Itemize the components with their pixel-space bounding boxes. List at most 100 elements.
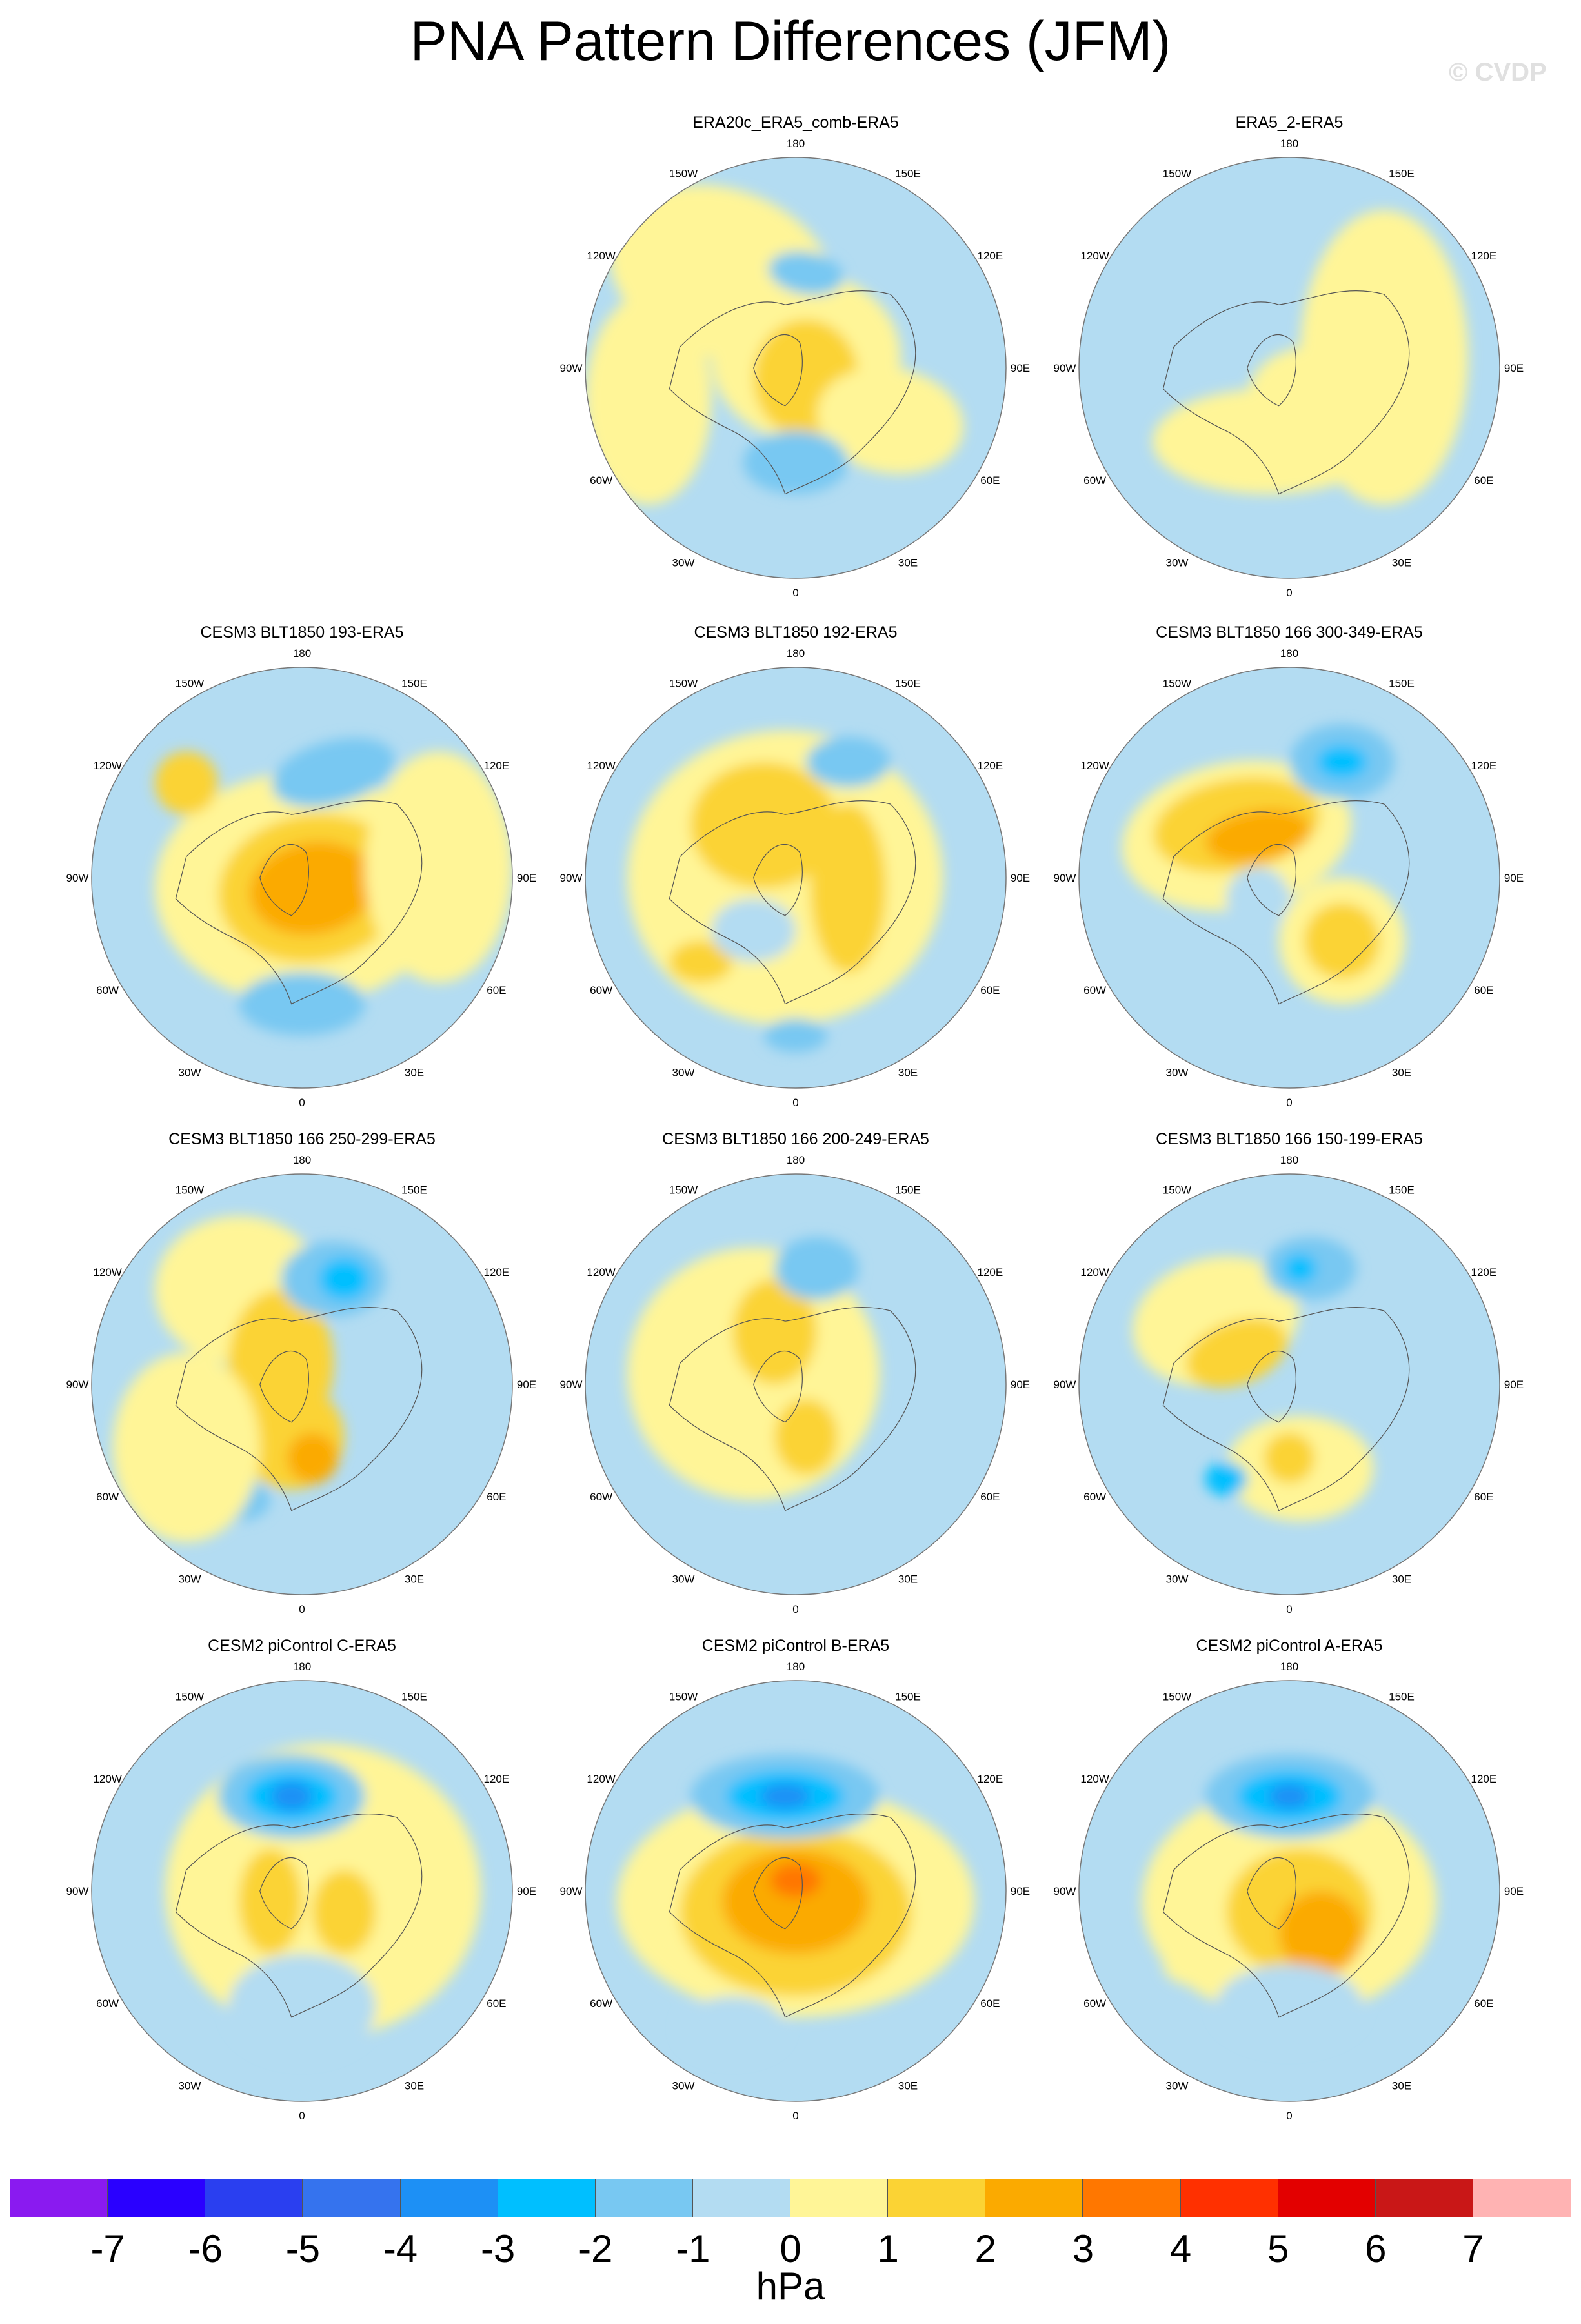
contour-region	[312, 1870, 376, 1954]
contour-region	[319, 1258, 370, 1300]
longitude-label: 150E	[895, 1691, 921, 1703]
longitude-label: 180	[293, 1661, 311, 1673]
longitude-label: 120W	[93, 1773, 121, 1785]
coastline	[753, 1857, 803, 1930]
colorbar-tick-label: -5	[285, 2227, 321, 2270]
longitude-label: 150W	[1163, 1691, 1191, 1703]
longitude-label: 180	[787, 647, 805, 660]
coastline	[1247, 844, 1296, 916]
coastline	[259, 1857, 309, 1930]
panel-title: CESM2 piControl C-ERA5	[208, 1637, 396, 1655]
map-panel: CESM3 BLT1850 192-ERA5 180 150E 120E 90E 60E 3…	[550, 623, 1041, 1133]
colorbar-tick-label: 3	[1072, 2227, 1094, 2270]
panel-title: CESM3 BLT1850 166 150-199-ERA5	[1156, 1130, 1423, 1148]
longitude-label: 150W	[176, 1691, 204, 1703]
map-panel: CESM3 BLT1850 166 200-249-ERA5 180 150E 120…	[550, 1129, 1041, 1639]
contour-region	[112, 1353, 260, 1542]
longitude-label: 30E	[1392, 556, 1411, 569]
longitude-label: 90E	[1011, 1379, 1030, 1391]
longitude-label: 120W	[1080, 1266, 1109, 1278]
longitude-label: 0	[792, 587, 798, 599]
longitude-label: 120W	[1080, 1773, 1109, 1785]
colorbar-segment	[303, 2179, 401, 2217]
page-title: PNA Pattern Differences (JFM)	[410, 10, 1171, 72]
colorbar-tick-label: 4	[1169, 2227, 1192, 2270]
longitude-label: 90E	[517, 872, 536, 884]
contour-region	[769, 251, 844, 295]
longitude-label: 60E	[1474, 1997, 1493, 2010]
colorbar-tick-label: 0	[780, 2227, 801, 2270]
contour-region	[239, 1848, 302, 1954]
contour-region	[365, 751, 512, 983]
contour-region	[1316, 745, 1367, 779]
longitude-label: 90W	[1054, 1379, 1076, 1391]
coastline	[1247, 1857, 1296, 1930]
longitude-label: 120W	[1080, 760, 1109, 772]
longitude-label: 90W	[560, 362, 583, 374]
colorbar-tick-label: 6	[1365, 2227, 1387, 2270]
longitude-label: 90W	[1054, 1885, 1076, 1897]
longitude-label: 90E	[1504, 1379, 1524, 1391]
longitude-label: 90W	[560, 872, 583, 884]
longitude-label: 30E	[405, 2079, 424, 2092]
colorbar-segment	[790, 2179, 889, 2217]
colorbar-segment	[205, 2179, 303, 2217]
longitude-label: 120W	[93, 760, 121, 772]
longitude-label: 120E	[978, 1266, 1003, 1278]
longitude-label: 150E	[895, 168, 921, 180]
longitude-label: 90E	[1504, 1885, 1524, 1897]
longitude-label: 30E	[1392, 2079, 1411, 2092]
longitude-label: 30W	[179, 2079, 201, 2092]
coastline	[753, 1350, 803, 1423]
map-boundary	[585, 1680, 1007, 2102]
coastline	[1247, 334, 1296, 407]
longitude-label: 60E	[1474, 474, 1493, 487]
longitude-label: 30W	[1166, 1573, 1189, 1585]
longitude-label: 30W	[1166, 1066, 1189, 1078]
longitude-label: 30E	[1392, 1066, 1411, 1078]
longitude-label: 60E	[487, 1997, 506, 2010]
longitude-label: 120E	[484, 1773, 510, 1785]
longitude-label: 180	[1280, 1154, 1298, 1166]
colorbar-segment	[692, 2179, 790, 2217]
colorbar-tick-label: 1	[877, 2227, 899, 2270]
coastline	[175, 1814, 423, 2018]
longitude-label: 120E	[1471, 1266, 1497, 1278]
polar-map: 180 150E 120E 90E 60E 30E 0 30W 60W 90W 120W 150W	[560, 1661, 1031, 2122]
longitude-label: 30E	[898, 1066, 918, 1078]
map-panel: CESM3 BLT1850 166 250-299-ERA5 180 150E 120…	[57, 1129, 547, 1639]
map-panel: CESM2 piControl A-ERA5 180 150E 120E 90E 60E 3…	[1044, 1636, 1535, 2146]
longitude-label: 60E	[980, 1491, 1000, 1503]
map-panel: CESM3 BLT1850 166 150-199-ERA5 180 150E 120…	[1044, 1129, 1535, 1639]
longitude-label: 60W	[1083, 1491, 1106, 1503]
colorbar-segment	[498, 2179, 596, 2217]
contour-region	[1304, 903, 1380, 979]
longitude-label: 150E	[1389, 168, 1415, 180]
longitude-label: 0	[299, 1603, 305, 1615]
colorbar-tick-label: -3	[480, 2227, 516, 2270]
colorbar-tick-label: 2	[974, 2227, 996, 2270]
longitude-label: 120E	[1471, 760, 1497, 772]
longitude-label: 150E	[1389, 678, 1415, 690]
colorbar-segment	[1278, 2179, 1376, 2217]
polar-map: 180 150E 120E 90E 60E 30E 0 30W 60W 90W 120W 150W	[560, 1154, 1031, 1615]
longitude-label: 120W	[1080, 250, 1109, 262]
map-boundary	[585, 1173, 1007, 1595]
contour-region	[585, 294, 712, 505]
contour-region	[774, 1399, 838, 1475]
colorbar	[10, 2179, 1571, 2217]
contour-region	[154, 751, 218, 815]
longitude-label: 0	[1286, 2110, 1292, 2122]
longitude-label: 0	[792, 2110, 798, 2122]
longitude-label: 30E	[898, 1573, 918, 1585]
longitude-label: 60E	[487, 1491, 506, 1503]
map-panel: CESM3 BLT1850 193-ERA5 180 150E 120E 90E 60E 3…	[57, 623, 547, 1133]
longitude-label: 90W	[560, 1885, 583, 1897]
contour-background	[1079, 1174, 1500, 1595]
longitude-label: 60W	[96, 984, 119, 996]
contour-region	[680, 1996, 785, 2059]
colorbar-tick-label: -6	[188, 2227, 223, 2270]
coastline	[175, 1307, 423, 1511]
colorbar-tick-label: -4	[383, 2227, 418, 2270]
colorbar-tick-label: 5	[1267, 2227, 1289, 2270]
